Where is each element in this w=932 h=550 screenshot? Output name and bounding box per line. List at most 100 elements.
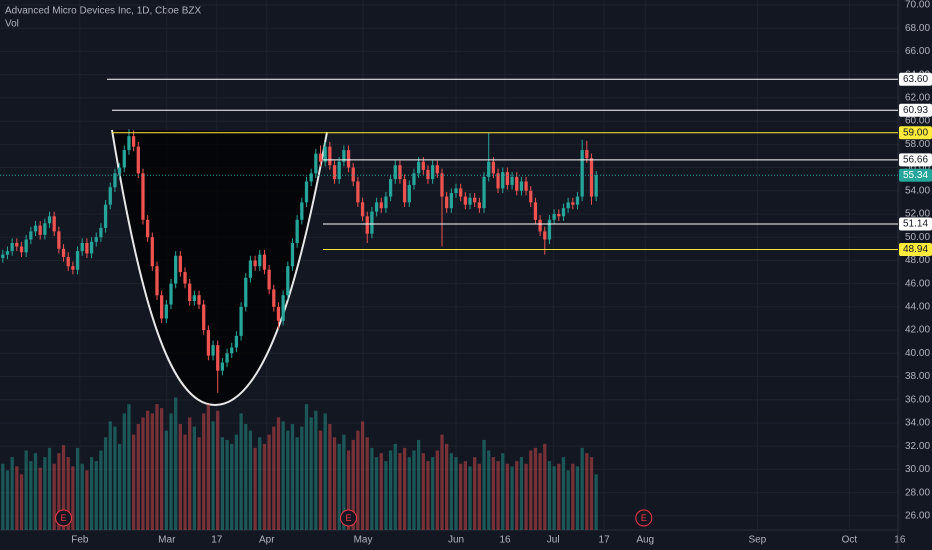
candle-body: [566, 202, 570, 209]
volume-bar: [136, 424, 140, 530]
y-tick-label: 30.00: [905, 464, 930, 475]
volume-bar: [71, 466, 75, 530]
y-tick-label: 32.00: [905, 441, 930, 452]
candle-body: [122, 150, 126, 168]
candle-body: [141, 173, 145, 220]
x-tick-label: Jun: [448, 535, 464, 546]
volume-bar: [328, 424, 332, 530]
level-label-box: [899, 72, 932, 86]
candle-body: [575, 196, 580, 205]
y-tick-label: 56.00: [905, 162, 930, 173]
volume-bar: [524, 463, 528, 530]
candle-body: [426, 169, 430, 180]
volume-bar: [561, 457, 566, 530]
cup-drawing: [111, 129, 328, 407]
x-tick-label: 17: [211, 535, 223, 546]
candle-body: [94, 237, 98, 242]
x-tick-label: Jul: [547, 535, 560, 546]
volume-bar: [473, 457, 477, 530]
volume-bar: [309, 417, 313, 530]
candle-body: [57, 231, 61, 249]
volume-bar: [491, 457, 496, 530]
candle-body: [38, 225, 42, 235]
candle-body: [178, 255, 182, 273]
candle-body: [533, 202, 538, 220]
candle-body: [75, 251, 80, 270]
y-tick-label: 28.00: [905, 487, 930, 498]
candle-body: [281, 295, 285, 321]
volume-bar: [258, 437, 262, 530]
level-label-box: [899, 103, 932, 117]
candle-body: [127, 136, 131, 151]
candle-body: [43, 223, 47, 235]
volume-bar: [160, 408, 164, 530]
candle-body: [61, 248, 66, 257]
volume-bar: [351, 439, 355, 530]
candle-body: [398, 165, 402, 180]
candle-body: [19, 246, 24, 253]
level-label-box: [899, 217, 932, 231]
level-label: 60.93: [903, 105, 928, 116]
candle-body: [174, 255, 178, 284]
volume-bar: [108, 421, 112, 530]
volume-bar: [515, 461, 519, 530]
volume-bar: [230, 443, 234, 530]
level-label-box: [899, 153, 932, 167]
x-tick-label: 17: [599, 535, 611, 546]
candle-body: [117, 167, 122, 174]
volume-bar: [323, 413, 327, 530]
volume-bar: [435, 450, 439, 530]
volume-bar: [463, 461, 467, 530]
candle-body: [244, 277, 248, 307]
y-tick-label: 58.00: [905, 139, 930, 150]
volume-bar: [580, 447, 584, 530]
candle-body: [491, 161, 496, 174]
volume-bar: [220, 437, 225, 530]
candle-body: [230, 347, 234, 354]
candle-body: [216, 345, 220, 371]
volume-bar: [131, 434, 136, 530]
y-tick-label: 26.00: [905, 510, 930, 521]
candle-body: [388, 179, 393, 197]
candle-body: [206, 330, 211, 356]
volume-bar: [332, 437, 337, 530]
volume-bar: [24, 450, 28, 530]
candle-body: [557, 213, 561, 217]
candle-body: [496, 173, 500, 189]
candle-body: [431, 165, 435, 180]
candle-body: [384, 196, 388, 209]
volume-bar: [43, 457, 47, 530]
x-tick-label: 16: [894, 535, 906, 546]
candle-body: [99, 227, 103, 238]
volume-bar: [178, 424, 182, 530]
volume-bar: [15, 466, 19, 530]
candle-body: [529, 190, 533, 203]
volume-bar: [477, 463, 482, 530]
candle-body: [445, 196, 449, 209]
candle-body: [318, 153, 323, 162]
candle-body: [501, 172, 505, 189]
volume-bar: [510, 466, 514, 530]
volume-bar: [585, 453, 589, 530]
y-tick-label: 60.00: [905, 116, 930, 127]
volume-bar: [412, 450, 416, 530]
volume-bar: [75, 447, 80, 530]
y-tick-label: 66.00: [905, 46, 930, 57]
candle-body: [435, 165, 439, 174]
volume-bar: [290, 424, 295, 530]
volume-bar: [99, 450, 103, 530]
volume-bar: [94, 461, 98, 530]
candle-body: [290, 242, 295, 267]
candle-body: [552, 213, 556, 220]
volume-label: Vol: [5, 19, 19, 30]
volume-bar: [594, 474, 598, 530]
volume-bar: [141, 417, 145, 530]
volume-bar: [547, 461, 552, 530]
y-tick-label: 48.00: [905, 255, 930, 266]
volume-bar: [216, 410, 220, 530]
volume-bar: [197, 437, 201, 530]
volume-bar: [342, 434, 346, 530]
candle-body: [314, 153, 318, 174]
volume-bar: [566, 470, 570, 530]
candle-body: [374, 202, 379, 212]
